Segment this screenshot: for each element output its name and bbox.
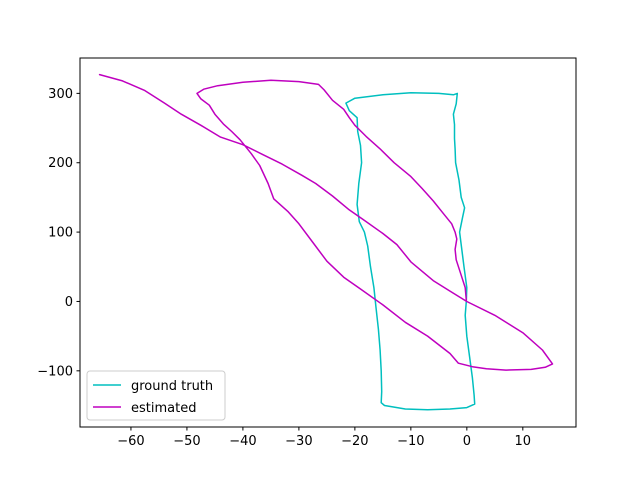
y-tick-label: −100 bbox=[37, 364, 73, 379]
x-tick-label: −10 bbox=[397, 434, 424, 449]
y-axis: −100 0 100 200 300 bbox=[37, 87, 80, 379]
x-tick-label: 10 bbox=[515, 434, 532, 449]
y-tick-label: 100 bbox=[48, 226, 73, 241]
y-tick-label: 300 bbox=[48, 87, 73, 102]
legend: ground truth estimated bbox=[86, 370, 226, 421]
series-line-ground-truth bbox=[345, 91, 476, 411]
legend-label-ground-truth: ground truth bbox=[131, 379, 213, 394]
y-tick-label: 0 bbox=[65, 295, 73, 310]
legend-box bbox=[86, 370, 226, 421]
legend-label-estimated: estimated bbox=[131, 401, 196, 416]
x-tick-label: −30 bbox=[285, 434, 312, 449]
series-line-estimated bbox=[98, 73, 554, 371]
x-tick-label: −20 bbox=[341, 434, 368, 449]
x-tick-label: −50 bbox=[173, 434, 200, 449]
plot-frame bbox=[79, 57, 577, 428]
x-tick-label: −40 bbox=[229, 434, 256, 449]
x-tick-label: −60 bbox=[117, 434, 144, 449]
y-tick-label: 200 bbox=[48, 156, 73, 171]
x-axis: −60 −50 −40 −30 −20 −10 0 10 bbox=[117, 427, 531, 449]
series-layer bbox=[98, 73, 554, 411]
x-tick-label: 0 bbox=[463, 434, 471, 449]
